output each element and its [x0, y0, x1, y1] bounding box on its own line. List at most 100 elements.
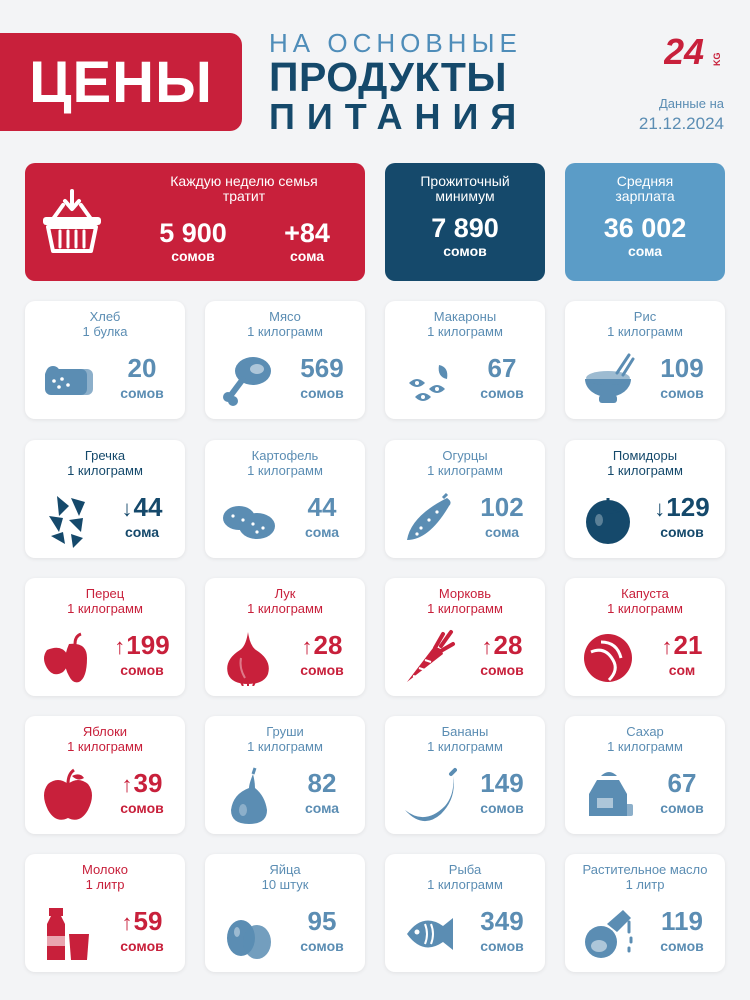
- product-quantity: 1 килограмм: [607, 601, 683, 616]
- product-price-value: 119: [661, 906, 703, 936]
- product-price: 109: [639, 353, 725, 383]
- product-price-unit: сомов: [120, 800, 164, 816]
- product-card: Хлеб 1 булка 20 сомов: [25, 301, 185, 419]
- onion-icon: [227, 632, 269, 686]
- product-price: 20: [99, 353, 185, 383]
- product-price-value: 95: [307, 906, 337, 936]
- product-price-value: 349: [480, 906, 524, 936]
- product-quantity: 1 килограмм: [67, 601, 143, 616]
- product-quantity: 1 литр: [85, 877, 125, 892]
- weekly-spend-card: Каждую неделю семья тратит 5 900 сомов +…: [25, 163, 365, 281]
- product-quantity: 1 килограмм: [607, 324, 683, 339]
- product-price: 44: [279, 492, 365, 522]
- weekly-change-unit: сома: [289, 248, 325, 264]
- product-name: Сахар: [626, 724, 664, 739]
- subtitle-line-3: ПИТАНИЯ: [269, 96, 529, 137]
- product-price: 67: [639, 768, 725, 798]
- product-name: Молоко: [82, 862, 128, 877]
- product-quantity: 1 килограмм: [607, 463, 683, 478]
- rice-icon: [585, 353, 635, 403]
- product-quantity: 1 килограмм: [67, 463, 143, 478]
- product-price-value: 82: [307, 768, 337, 798]
- product-name: Макароны: [433, 309, 497, 324]
- page-title: ЦЕНЫ: [29, 49, 213, 115]
- product-name: Яблоки: [82, 724, 128, 739]
- trend-down-icon: ↓: [121, 496, 133, 521]
- apple-icon: [44, 768, 92, 820]
- product-price: 82: [279, 768, 365, 798]
- product-price-value: 28: [313, 630, 343, 660]
- product-price: 95: [279, 906, 365, 936]
- product-price-value: 569: [300, 353, 344, 383]
- banana-icon: [405, 768, 457, 822]
- trend-up-icon: ↑: [481, 634, 493, 659]
- product-quantity: 1 килограмм: [427, 324, 503, 339]
- product-price: ↑28: [279, 630, 365, 662]
- product-price: 569: [279, 353, 365, 383]
- average-salary-card: Средняя зарплата 36 002 сома: [565, 163, 725, 281]
- product-quantity: 1 килограмм: [67, 739, 143, 754]
- weekly-spend-value: 5 900: [159, 218, 227, 248]
- trend-up-icon: ↑: [661, 634, 673, 659]
- product-card: Морковь 1 килограмм ↑28 сомов: [385, 578, 545, 696]
- pasta-icon: [409, 365, 448, 401]
- trend-up-icon: ↑: [301, 634, 313, 659]
- product-price: ↑28: [459, 630, 545, 662]
- pepper-icon: [44, 632, 87, 683]
- living-minimum-value: 7 890: [431, 213, 499, 243]
- product-price-unit: сом: [668, 662, 696, 678]
- product-name: Гречка: [84, 448, 126, 463]
- product-price-value: 67: [487, 353, 517, 383]
- product-price-unit: сомов: [300, 385, 344, 401]
- product-quantity: 1 килограмм: [427, 877, 503, 892]
- product-name: Яйца: [269, 862, 301, 877]
- product-card: Яйца 10 штук 95 сомов: [205, 854, 365, 972]
- product-price-unit: сомов: [480, 800, 524, 816]
- product-price-value: 20: [127, 353, 157, 383]
- product-name: Морковь: [438, 586, 492, 601]
- product-quantity: 1 килограмм: [247, 739, 323, 754]
- product-price-value: 44: [133, 492, 163, 522]
- living-minimum-unit: сомов: [443, 243, 487, 259]
- product-price-unit: сомов: [660, 800, 704, 816]
- product-price-value: 39: [133, 768, 163, 798]
- product-name: Рис: [633, 309, 657, 324]
- carrot-icon: [407, 630, 455, 682]
- meat-icon: [223, 357, 271, 406]
- product-quantity: 1 килограмм: [247, 463, 323, 478]
- product-price-unit: сомов: [120, 662, 164, 678]
- product-card: Гречка 1 килограмм ↓44 сома: [25, 440, 185, 558]
- pear-icon: [231, 767, 267, 824]
- product-card: Помидоры 1 килограмм ↓129 сомов: [565, 440, 725, 558]
- product-price-value: 149: [480, 768, 524, 798]
- product-card: Картофель 1 килограмм 44 сома: [205, 440, 365, 558]
- product-card: Лук 1 килограмм ↑28 сомов: [205, 578, 365, 696]
- product-card: Капуста 1 килограмм ↑21 сом: [565, 578, 725, 696]
- fish-icon: [407, 918, 453, 950]
- product-price-unit: сома: [124, 524, 160, 540]
- product-price: ↑21: [639, 630, 725, 662]
- product-quantity: 1 килограмм: [427, 739, 503, 754]
- product-quantity: 1 килограмм: [247, 601, 323, 616]
- average-salary-unit: сома: [627, 243, 663, 259]
- weekly-spend-label: Каждую неделю семья тратит: [170, 173, 318, 204]
- logo-number: 24: [664, 31, 704, 70]
- product-quantity: 1 килограмм: [427, 463, 503, 478]
- trend-up-icon: ↑: [114, 634, 126, 659]
- product-price-unit: сомов: [300, 662, 344, 678]
- product-name: Хлеб: [89, 309, 121, 324]
- product-price: 149: [459, 768, 545, 798]
- product-price: 102: [459, 492, 545, 522]
- bread-icon: [45, 366, 93, 395]
- product-name: Растительное масло: [582, 862, 708, 877]
- product-price-value: 67: [667, 768, 697, 798]
- product-quantity: 10 штук: [261, 877, 309, 892]
- product-price-unit: сома: [484, 524, 520, 540]
- product-name: Помидоры: [612, 448, 678, 463]
- product-price-value: 199: [126, 630, 170, 660]
- product-price-value: 102: [480, 492, 524, 522]
- living-minimum-label: Прожиточный минимум: [420, 173, 510, 204]
- oil-icon: [585, 910, 633, 958]
- average-salary-label: Средняя зарплата: [615, 173, 675, 204]
- product-quantity: 1 килограмм: [247, 324, 323, 339]
